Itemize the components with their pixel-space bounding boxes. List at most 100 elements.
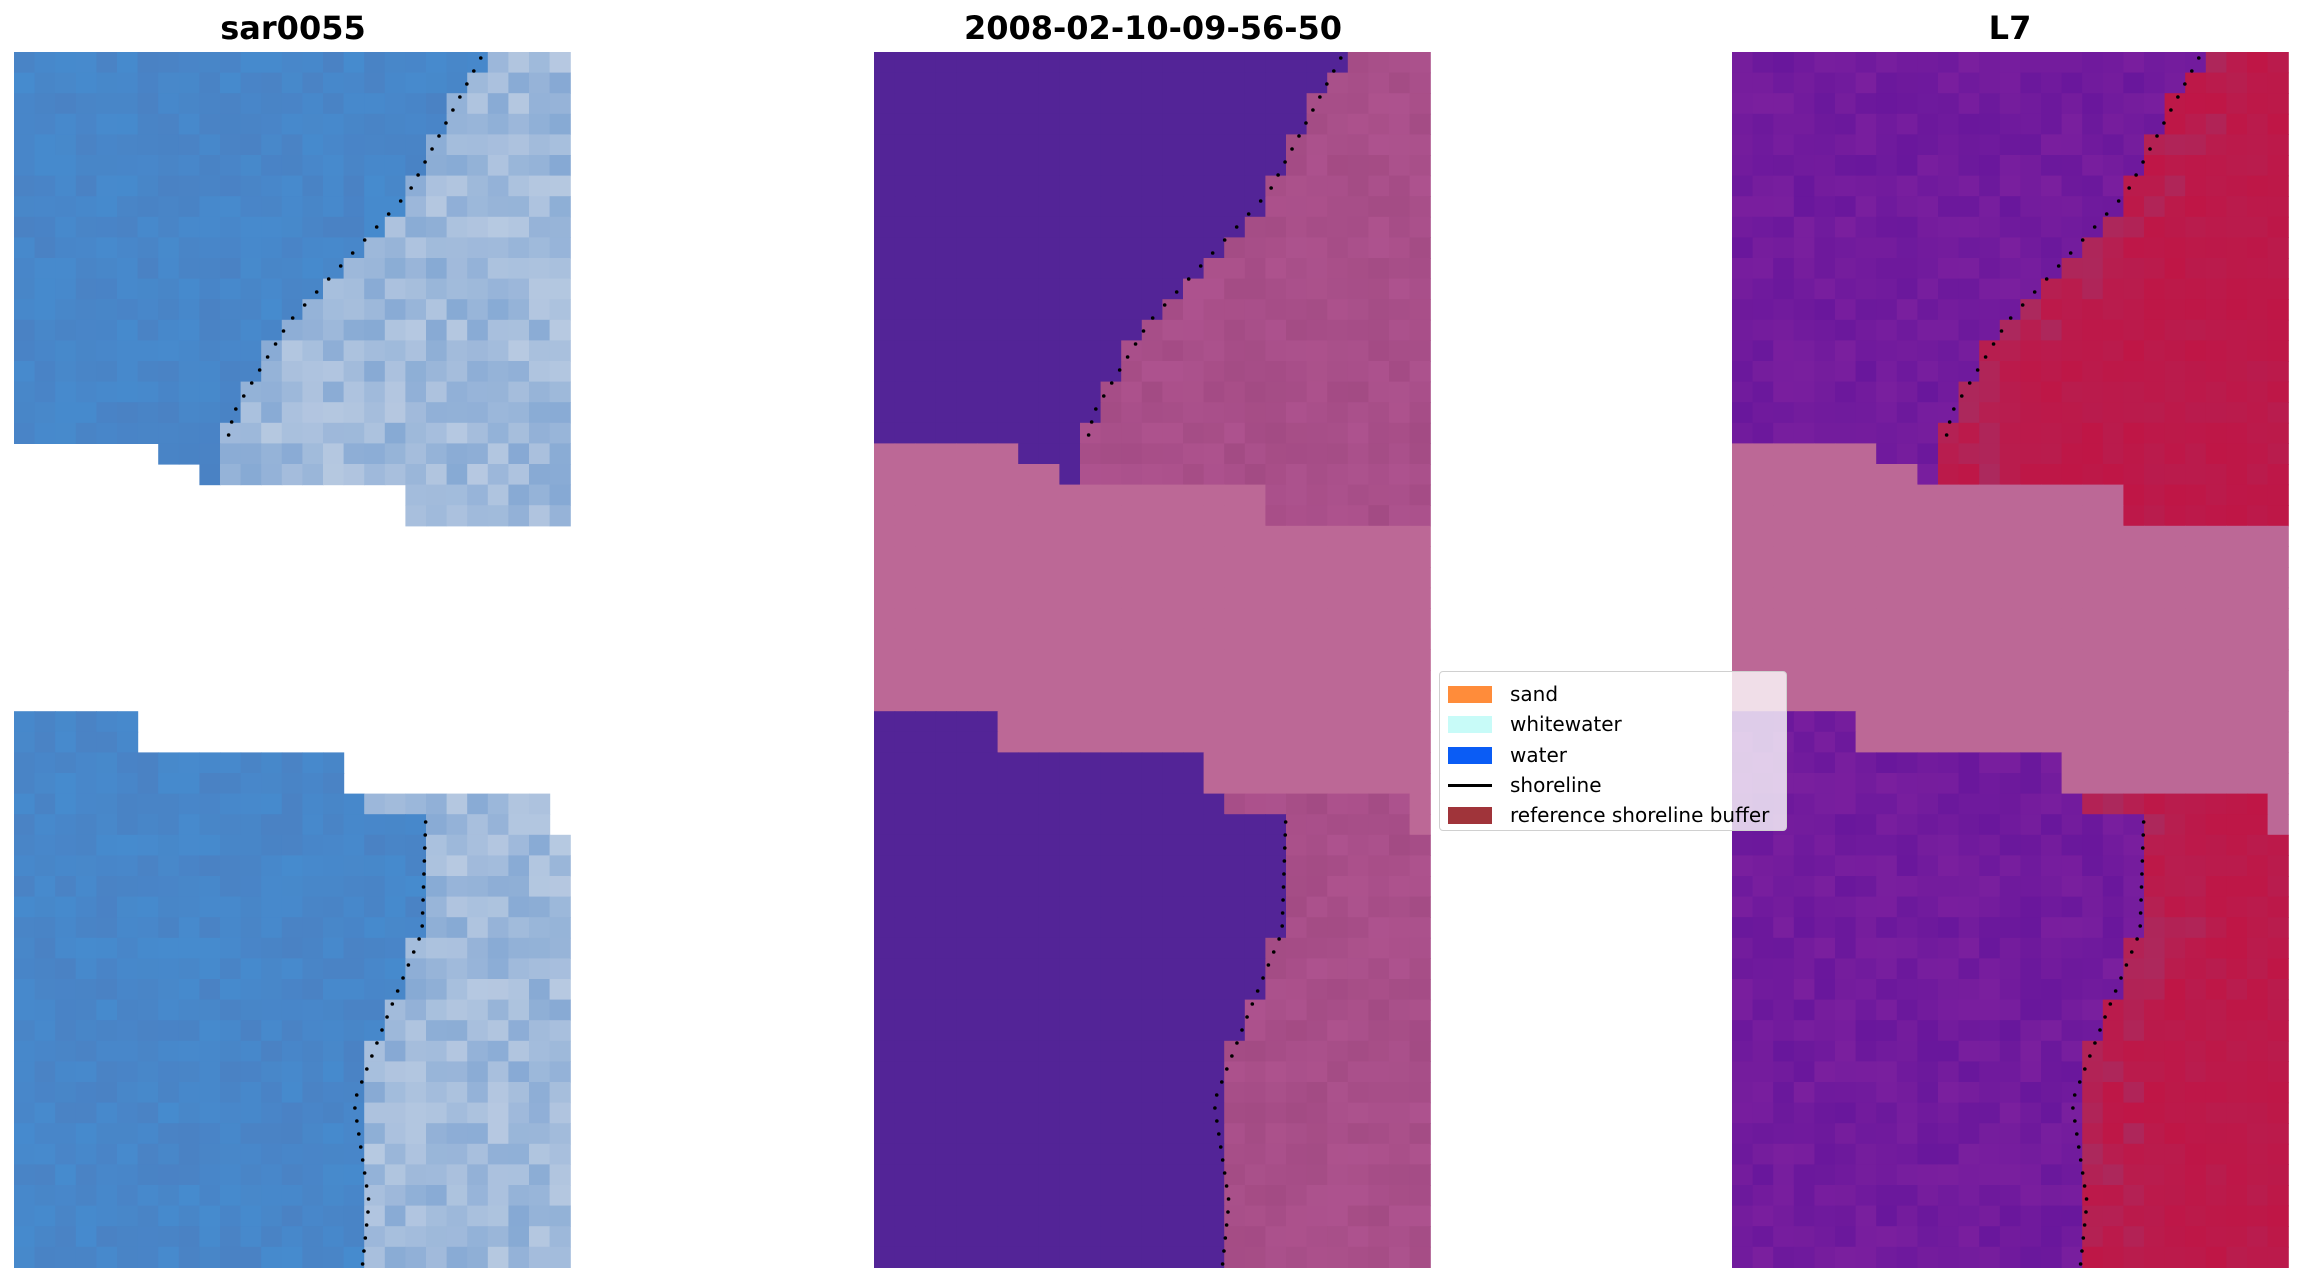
pixel-cell bbox=[1347, 1082, 1369, 1104]
pixel-cell bbox=[96, 361, 118, 383]
pixel-cell bbox=[1409, 855, 1431, 877]
pixel-cell bbox=[2102, 72, 2124, 94]
pixel-cell bbox=[2102, 1185, 2124, 1207]
pixel-cell bbox=[977, 1185, 999, 1207]
pixel-cell bbox=[1224, 587, 1246, 609]
shoreline-point bbox=[2148, 147, 2152, 151]
pixel-cell bbox=[487, 793, 509, 815]
pixel-cell bbox=[1018, 464, 1040, 486]
pixel-cell bbox=[96, 1020, 118, 1042]
pixel-cell bbox=[2061, 628, 2083, 650]
pixel-cell bbox=[178, 155, 200, 177]
pixel-cell bbox=[1732, 1226, 1754, 1248]
pixel-cell bbox=[1814, 896, 1836, 918]
pixel-cell bbox=[117, 1102, 139, 1124]
pixel-cell bbox=[240, 340, 262, 362]
pixel-cell bbox=[977, 834, 999, 856]
pixel-cell bbox=[508, 1020, 530, 1042]
pixel-cell bbox=[1265, 299, 1287, 321]
pixel-cell bbox=[323, 834, 345, 856]
pixel-cell bbox=[220, 381, 242, 403]
pixel-cell bbox=[281, 155, 303, 177]
pixel-cell bbox=[1999, 1082, 2021, 1104]
pixel-cell bbox=[55, 731, 77, 753]
pixel-cell bbox=[1183, 1164, 1205, 1186]
pixel-cell bbox=[1773, 1082, 1795, 1104]
pixel-cell bbox=[2205, 361, 2227, 383]
pixel-cell bbox=[894, 72, 916, 94]
pixel-cell bbox=[1773, 381, 1795, 403]
pixel-cell bbox=[364, 1205, 386, 1227]
pixel-cell bbox=[467, 917, 489, 939]
pixel-cell bbox=[1059, 484, 1081, 506]
pixel-cell bbox=[96, 1246, 118, 1268]
pixel-cell bbox=[1917, 1123, 1939, 1145]
pixel-cell bbox=[2164, 258, 2186, 280]
pixel-cell bbox=[1958, 1164, 1980, 1186]
pixel-cell bbox=[1347, 484, 1369, 506]
pixel-cell bbox=[1835, 1040, 1857, 1062]
pixel-cell bbox=[2020, 1143, 2042, 1165]
pixel-cell bbox=[1244, 1082, 1266, 1104]
pixel-cell bbox=[178, 1226, 200, 1248]
pixel-cell bbox=[1876, 690, 1898, 712]
pixel-cell bbox=[2144, 340, 2166, 362]
pixel-cell bbox=[1896, 999, 1918, 1021]
pixel-cell bbox=[1814, 175, 1836, 197]
pixel-cell bbox=[1286, 587, 1308, 609]
pixel-cell bbox=[1327, 999, 1349, 1021]
pixel-cell bbox=[1752, 237, 1774, 259]
pixel-cell bbox=[894, 999, 916, 1021]
pixel-cell bbox=[199, 319, 221, 341]
pixel-cell bbox=[2020, 814, 2042, 836]
pixel-cell bbox=[1855, 958, 1877, 980]
pixel-cell bbox=[2185, 896, 2207, 918]
pixel-cell bbox=[343, 134, 365, 156]
pixel-cell bbox=[55, 319, 77, 341]
pixel-cell bbox=[2205, 113, 2227, 135]
pixel-cell bbox=[1389, 628, 1411, 650]
pixel-cell bbox=[1814, 855, 1836, 877]
pixel-cell bbox=[75, 1082, 97, 1104]
pixel-cell bbox=[14, 1123, 36, 1145]
shoreline-point bbox=[2139, 885, 2144, 889]
pixel-cell bbox=[14, 1061, 36, 1083]
pixel-cell bbox=[2102, 917, 2124, 939]
pixel-cell bbox=[1038, 1143, 1060, 1165]
pixel-cell bbox=[1814, 1143, 1836, 1165]
pixel-cell bbox=[1203, 958, 1225, 980]
pixel-cell bbox=[1793, 505, 1815, 527]
pixel-cell bbox=[1793, 155, 1815, 177]
pixel-cell bbox=[1244, 834, 1266, 856]
pixel-cell bbox=[2247, 72, 2269, 94]
pixel-cell bbox=[1896, 773, 1918, 795]
pixel-cell bbox=[1203, 1040, 1225, 1062]
pixel-cell bbox=[1038, 361, 1060, 383]
pixel-cell bbox=[446, 134, 468, 156]
pixel-cell bbox=[1265, 979, 1287, 1001]
pixel-cell bbox=[1409, 381, 1431, 403]
pixel-cell bbox=[1958, 979, 1980, 1001]
pixel-cell bbox=[2185, 381, 2207, 403]
shoreline-point bbox=[2196, 56, 2201, 60]
shoreline-point bbox=[338, 264, 343, 268]
pixel-cell bbox=[34, 340, 56, 362]
pixel-cell bbox=[915, 402, 937, 424]
pixel-cell bbox=[2144, 1061, 2166, 1083]
pixel-cell bbox=[1855, 855, 1877, 877]
pixel-cell bbox=[997, 175, 1019, 197]
pixel-cell bbox=[1183, 443, 1205, 465]
pixel-cell bbox=[364, 1061, 386, 1083]
pixel-cell bbox=[1732, 896, 1754, 918]
pixel-cell bbox=[1038, 340, 1060, 362]
pixel-cell bbox=[2247, 958, 2269, 980]
shoreline-point bbox=[1101, 394, 1106, 398]
pixel-cell bbox=[2123, 834, 2145, 856]
pixel-cell bbox=[1100, 608, 1122, 630]
pixel-cell bbox=[487, 958, 509, 980]
pixel-cell bbox=[1162, 464, 1184, 486]
pixel-cell bbox=[1038, 917, 1060, 939]
pixel-cell bbox=[384, 896, 406, 918]
pixel-cell bbox=[997, 422, 1019, 444]
pixel-cell bbox=[1876, 216, 1898, 238]
